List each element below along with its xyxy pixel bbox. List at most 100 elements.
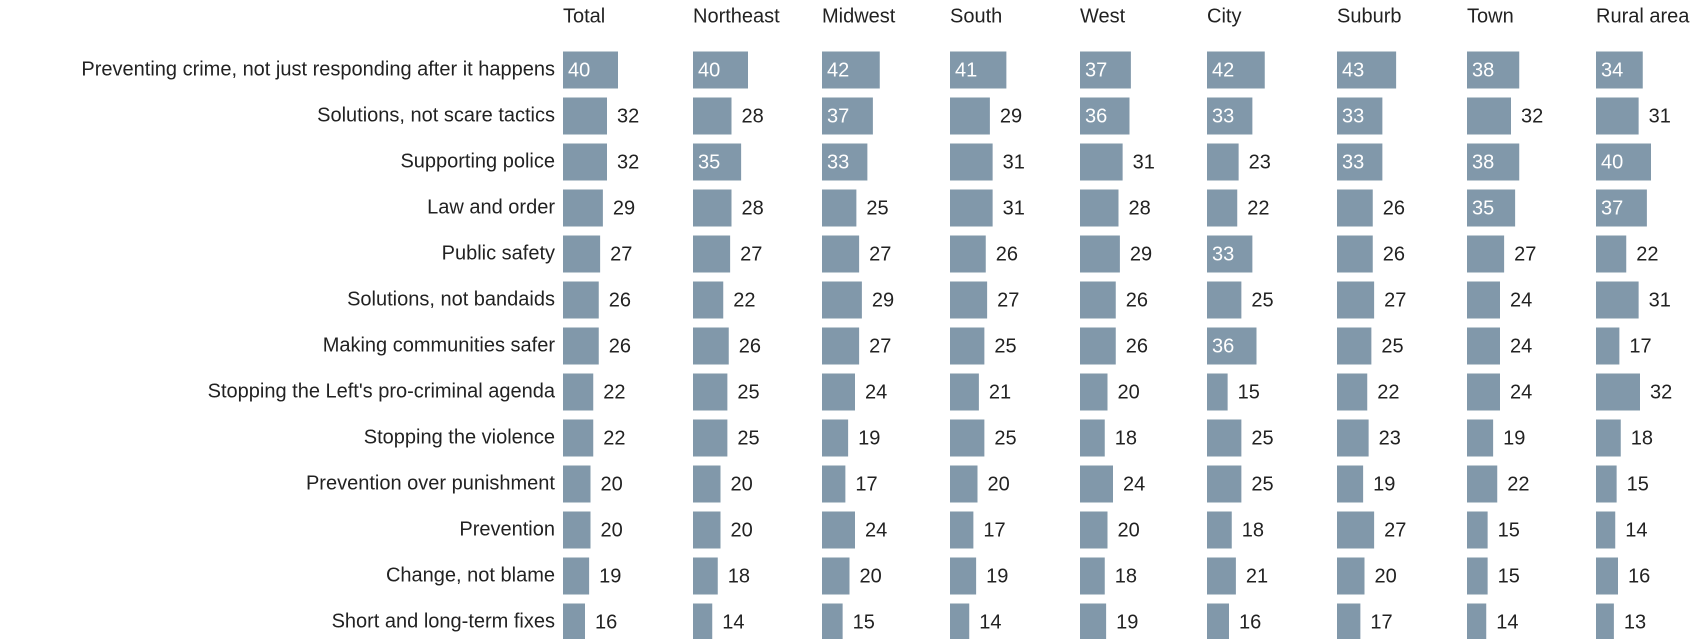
value-label: 38 <box>1472 151 1494 173</box>
value-label: 41 <box>955 59 977 81</box>
bar <box>1596 511 1616 549</box>
bar <box>1080 189 1119 227</box>
value-label: 13 <box>1624 611 1646 633</box>
bar <box>950 51 1007 89</box>
bar <box>1337 557 1365 595</box>
value-label: 18 <box>1242 519 1264 541</box>
bar <box>1080 327 1116 365</box>
value-label: 24 <box>865 381 887 403</box>
bar <box>950 189 993 227</box>
value-label: 29 <box>1000 105 1022 127</box>
value-label: 26 <box>1126 335 1148 357</box>
value-label: 18 <box>1115 427 1137 449</box>
bar <box>1467 373 1500 411</box>
bar <box>822 557 850 595</box>
value-label: 26 <box>609 335 631 357</box>
bar <box>1207 603 1229 639</box>
bar <box>1207 51 1265 89</box>
value-label: 31 <box>1003 197 1025 219</box>
row-label: Public safety <box>442 242 555 264</box>
bar <box>1596 281 1639 319</box>
bar <box>563 327 599 365</box>
bar <box>693 189 732 227</box>
value-label: 15 <box>1627 473 1649 495</box>
bar <box>1596 465 1617 503</box>
value-label: 32 <box>1521 105 1543 127</box>
value-label: 24 <box>1123 473 1145 495</box>
value-label: 14 <box>979 611 1001 633</box>
value-label: 19 <box>1503 427 1525 449</box>
bar <box>693 373 728 411</box>
value-label: 40 <box>698 59 720 81</box>
row-label: Prevention <box>459 518 555 540</box>
bar <box>822 373 855 411</box>
value-label: 34 <box>1601 59 1623 81</box>
value-label: 21 <box>989 381 1011 403</box>
bar <box>1080 373 1108 411</box>
bar <box>1596 235 1627 273</box>
value-label: 20 <box>731 473 753 495</box>
bar <box>822 235 860 273</box>
value-label: 27 <box>869 243 891 265</box>
row-label: Making communities safer <box>323 334 556 356</box>
value-label: 22 <box>603 381 625 403</box>
value-label: 25 <box>1251 427 1273 449</box>
bar <box>1207 97 1253 135</box>
value-label: 20 <box>1118 381 1140 403</box>
bar <box>1467 235 1505 273</box>
value-label: 40 <box>1601 151 1623 173</box>
bar <box>1467 143 1520 181</box>
bar <box>822 419 849 457</box>
value-label: 19 <box>1116 611 1138 633</box>
column-header: Rural area <box>1596 5 1690 27</box>
value-label: 15 <box>1498 565 1520 587</box>
value-label: 22 <box>733 289 755 311</box>
value-label: 33 <box>1342 151 1364 173</box>
bar <box>1207 557 1236 595</box>
bar <box>1596 373 1640 411</box>
column-header: West <box>1080 5 1126 27</box>
row-label: Solutions, not scare tactics <box>317 104 555 126</box>
value-label: 32 <box>617 105 639 127</box>
bar <box>563 97 607 135</box>
value-label: 40 <box>568 59 590 81</box>
row-label: Supporting police <box>400 150 555 172</box>
bar <box>563 373 594 411</box>
value-label: 27 <box>869 335 891 357</box>
bar <box>1337 603 1361 639</box>
bar <box>1467 189 1516 227</box>
value-label: 25 <box>1251 289 1273 311</box>
value-label: 19 <box>858 427 880 449</box>
value-label: 14 <box>1496 611 1518 633</box>
value-label: 18 <box>1631 427 1653 449</box>
value-label: 17 <box>1629 335 1651 357</box>
row-label: Stopping the Left's pro-criminal agenda <box>208 380 556 402</box>
value-label: 24 <box>865 519 887 541</box>
value-label: 19 <box>986 565 1008 587</box>
bar <box>822 465 846 503</box>
value-label: 26 <box>1383 243 1405 265</box>
bar <box>822 97 873 135</box>
bar <box>563 511 591 549</box>
column-header: Northeast <box>693 5 780 27</box>
value-label: 27 <box>1514 243 1536 265</box>
value-label: 28 <box>742 105 764 127</box>
bar <box>1596 419 1621 457</box>
bar <box>822 143 868 181</box>
row-label: Short and long-term fixes <box>332 610 555 632</box>
bar <box>1337 327 1372 365</box>
value-label: 37 <box>1601 197 1623 219</box>
value-label: 18 <box>1115 565 1137 587</box>
value-label: 16 <box>1239 611 1261 633</box>
bar <box>950 419 985 457</box>
value-label: 20 <box>988 473 1010 495</box>
bar <box>563 51 618 89</box>
value-label: 23 <box>1379 427 1401 449</box>
bar <box>950 603 970 639</box>
row-label: Law and order <box>427 196 555 218</box>
bar <box>1467 51 1520 89</box>
value-label: 15 <box>1498 519 1520 541</box>
value-label: 19 <box>599 565 621 587</box>
value-label: 28 <box>1129 197 1151 219</box>
value-label: 42 <box>1212 59 1234 81</box>
